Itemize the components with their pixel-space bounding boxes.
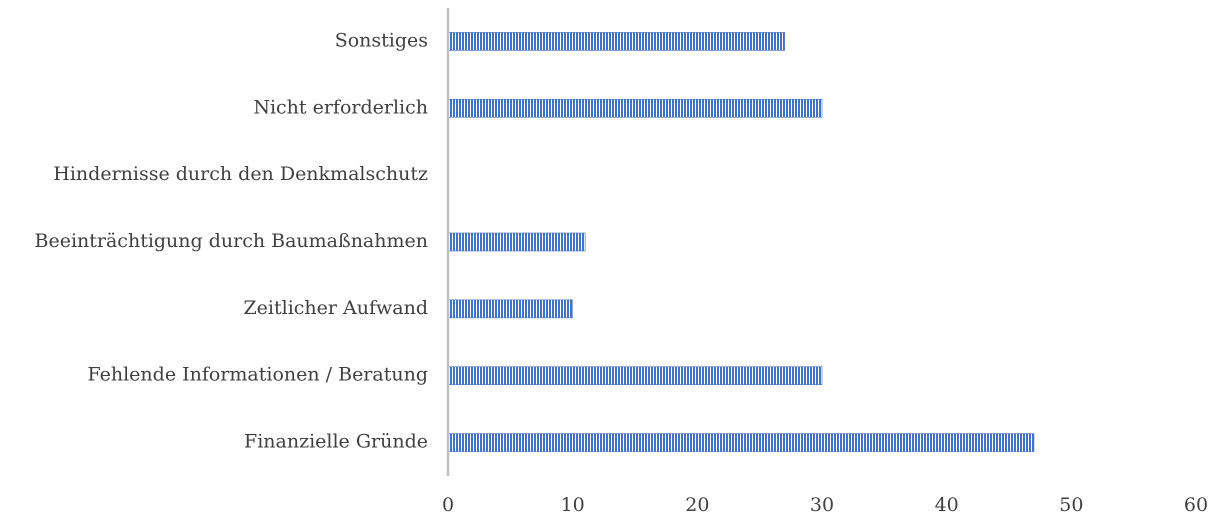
bar [447,299,573,319]
y-tick-label: Nicht erforderlich [253,96,428,118]
x-tick-label: 30 [810,494,834,516]
y-tick-label: Finanzielle Gründe [244,431,428,453]
y-tick-label: Beeinträchtigung durch Baumaßnahmen [35,230,429,252]
bar [447,232,586,252]
x-tick-label: 20 [685,494,709,516]
bar [447,366,823,386]
x-tick-label: 40 [935,494,959,516]
x-tick-label: 0 [442,494,454,516]
x-tick-label: 10 [561,494,585,516]
bar [447,32,785,51]
y-tick-label: Sonstiges [335,29,428,51]
x-tick-label: 60 [1184,494,1208,516]
bar [447,433,1035,452]
y-tick-label: Fehlende Informationen / Beratung [87,364,428,386]
x-tick-label: 50 [1059,494,1083,516]
y-tick-label: Zeitlicher Aufwand [243,297,428,319]
y-tick-label: Hindernisse durch den Denkmalschutz [53,163,428,185]
bar [447,98,823,118]
